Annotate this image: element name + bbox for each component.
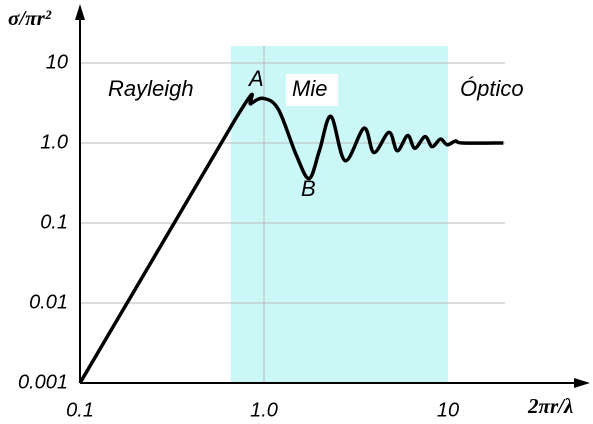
annotation: B — [301, 176, 316, 201]
y-tick-label: 0.001 — [18, 371, 68, 393]
x-axis-arrow — [574, 378, 590, 388]
annotation: Mie — [292, 76, 327, 101]
x-axis-label: 2πr/λ — [527, 394, 573, 418]
y-axis-arrow — [75, 4, 85, 20]
y-tick-label: 0.01 — [29, 291, 68, 313]
x-tick-label: 1.0 — [250, 399, 278, 421]
y-tick-label: 10 — [46, 51, 68, 73]
x-tick-label: 10 — [437, 399, 459, 421]
annotation: Óptico — [460, 76, 524, 101]
x-tick-label: 0.1 — [66, 399, 94, 421]
annotation: A — [247, 66, 264, 91]
annotation: Rayleigh — [108, 76, 194, 101]
label-bg — [286, 74, 338, 106]
curve — [78, 92, 504, 384]
region — [230, 46, 448, 383]
y-tick-label: 0.1 — [40, 211, 68, 233]
y-axis-label: σ/πr² — [8, 6, 52, 30]
y-tick-label: 1.0 — [40, 131, 68, 153]
